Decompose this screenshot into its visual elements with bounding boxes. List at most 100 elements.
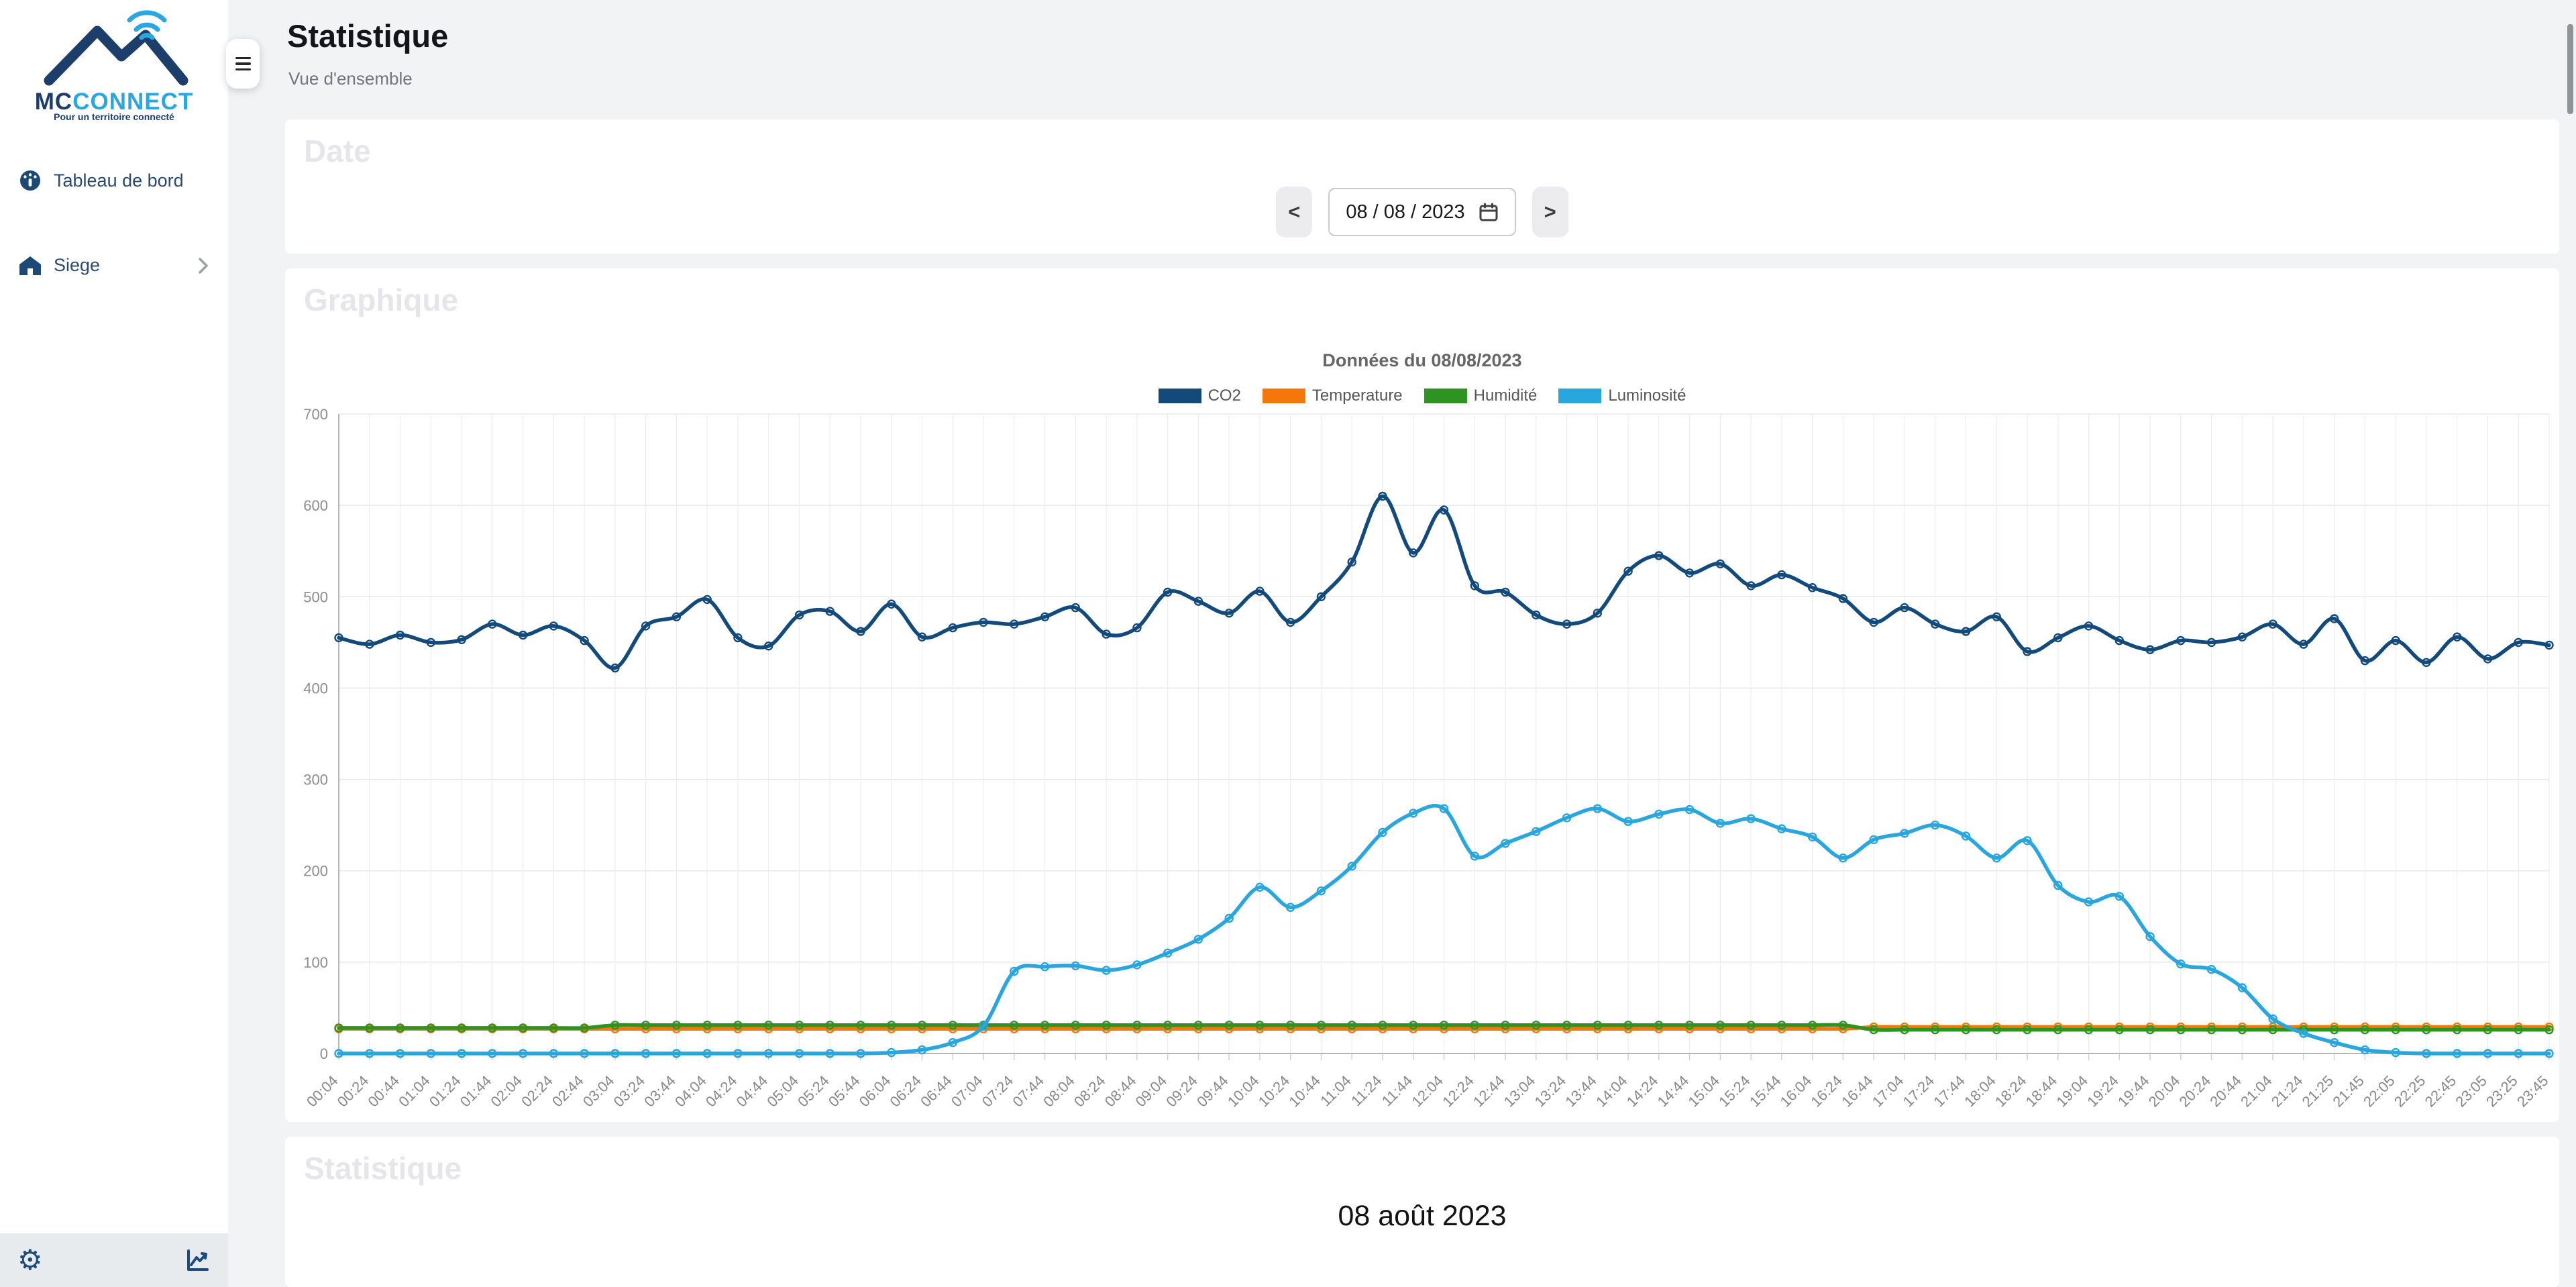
settings-gear-icon[interactable]: ⚙: [17, 1244, 43, 1276]
svg-text:19:44: 19:44: [2114, 1072, 2153, 1111]
svg-text:17:24: 17:24: [1900, 1072, 1938, 1111]
svg-text:04:04: 04:04: [672, 1072, 710, 1111]
date-controls: < 08 / 08 / 2023 >: [285, 187, 2559, 238]
svg-text:600: 600: [303, 497, 328, 514]
svg-text:13:44: 13:44: [1562, 1072, 1600, 1111]
stats-date-label: 08 août 2023: [1338, 1200, 1507, 1232]
next-day-button[interactable]: >: [1532, 187, 1568, 238]
sidebar-item-label: Siege: [54, 255, 101, 275]
svg-text:12:04: 12:04: [1408, 1072, 1446, 1111]
legend-swatch: [1558, 389, 1602, 403]
menu-toggle-button[interactable]: [226, 39, 260, 89]
svg-text:23:25: 23:25: [2483, 1072, 2521, 1111]
svg-text:00:44: 00:44: [364, 1072, 402, 1111]
sidebar-item-tableau-de-bord[interactable]: Tableau de bord: [19, 169, 213, 192]
svg-text:13:24: 13:24: [1531, 1072, 1569, 1111]
brand-tagline: Pour un territoire connecté: [54, 111, 174, 122]
svg-text:03:24: 03:24: [610, 1072, 649, 1111]
legend-item-temperature[interactable]: Temperature: [1262, 387, 1403, 405]
stats-card-heading: Statistique: [304, 1151, 462, 1186]
hamburger-icon: [235, 56, 251, 71]
svg-text:01:24: 01:24: [426, 1072, 464, 1111]
svg-text:06:24: 06:24: [886, 1072, 924, 1111]
svg-text:04:24: 04:24: [702, 1072, 741, 1111]
svg-text:21:45: 21:45: [2329, 1072, 2367, 1111]
legend-swatch: [1262, 389, 1305, 403]
svg-text:02:44: 02:44: [549, 1072, 587, 1111]
previous-day-button[interactable]: <: [1276, 187, 1313, 238]
svg-text:19:24: 19:24: [2084, 1072, 2122, 1111]
svg-text:09:24: 09:24: [1163, 1072, 1201, 1111]
scrollbar-thumb[interactable]: [2567, 24, 2573, 114]
svg-text:15:24: 15:24: [1715, 1072, 1754, 1111]
svg-text:20:04: 20:04: [2145, 1072, 2184, 1111]
legend-swatch: [1424, 389, 1467, 403]
svg-text:200: 200: [303, 863, 328, 880]
svg-text:08:44: 08:44: [1102, 1072, 1140, 1111]
svg-text:11:44: 11:44: [1379, 1072, 1415, 1109]
svg-text:06:44: 06:44: [917, 1072, 955, 1111]
legend-item-co2[interactable]: CO2: [1158, 387, 1241, 405]
chart-legend: CO2 Temperature Humidité Luminosité: [285, 387, 2559, 405]
svg-text:100: 100: [303, 954, 328, 971]
gauge-icon: [20, 170, 40, 191]
line-chart-icon[interactable]: [185, 1247, 211, 1273]
svg-text:18:24: 18:24: [1992, 1072, 2030, 1111]
svg-text:10:24: 10:24: [1255, 1072, 1293, 1111]
svg-text:500: 500: [303, 588, 328, 605]
svg-text:23:45: 23:45: [2514, 1072, 2552, 1111]
svg-text:14:24: 14:24: [1623, 1072, 1662, 1111]
svg-text:09:44: 09:44: [1193, 1072, 1232, 1111]
svg-text:16:24: 16:24: [1807, 1072, 1845, 1111]
svg-text:12:44: 12:44: [1470, 1072, 1508, 1111]
page-title: Statistique: [287, 18, 449, 54]
calendar-icon[interactable]: [1479, 202, 1499, 222]
svg-text:21:25: 21:25: [2299, 1072, 2337, 1111]
legend-swatch: [1158, 389, 1201, 403]
legend-item-humidité[interactable]: Humidité: [1424, 387, 1537, 405]
svg-text:16:04: 16:04: [1777, 1072, 1815, 1111]
svg-text:23:05: 23:05: [2452, 1072, 2490, 1111]
svg-text:12:24: 12:24: [1439, 1072, 1477, 1111]
svg-text:01:04: 01:04: [395, 1072, 433, 1111]
svg-text:15:04: 15:04: [1684, 1072, 1723, 1111]
svg-text:11:04: 11:04: [1317, 1072, 1354, 1109]
home-icon: [19, 256, 41, 275]
svg-text:04:44: 04:44: [733, 1072, 771, 1111]
svg-text:13:04: 13:04: [1501, 1072, 1539, 1111]
svg-text:00:04: 00:04: [303, 1072, 341, 1111]
date-card-heading: Date: [304, 134, 371, 168]
svg-text:00:24: 00:24: [334, 1072, 372, 1111]
svg-text:07:24: 07:24: [979, 1072, 1017, 1111]
svg-text:19:04: 19:04: [2053, 1072, 2091, 1111]
svg-text:22:45: 22:45: [2422, 1072, 2460, 1111]
legend-item-luminosité[interactable]: Luminosité: [1558, 387, 1686, 405]
svg-text:18:44: 18:44: [2023, 1072, 2061, 1111]
svg-text:17:44: 17:44: [1930, 1072, 1968, 1111]
svg-text:300: 300: [303, 772, 328, 788]
date-value: 08 / 08 / 2023: [1346, 201, 1465, 223]
sidebar-item-siege[interactable]: Siege: [19, 255, 213, 276]
svg-text:21:04: 21:04: [2237, 1072, 2275, 1111]
svg-text:01:44: 01:44: [457, 1072, 495, 1111]
svg-text:05:04: 05:04: [763, 1072, 802, 1111]
svg-text:22:05: 22:05: [2360, 1072, 2398, 1111]
svg-text:18:04: 18:04: [1961, 1072, 1999, 1111]
svg-text:06:04: 06:04: [856, 1072, 894, 1111]
date-input[interactable]: 08 / 08 / 2023: [1328, 188, 1516, 236]
svg-text:11:24: 11:24: [1348, 1072, 1385, 1109]
svg-text:400: 400: [303, 680, 328, 697]
svg-text:0: 0: [320, 1045, 328, 1062]
svg-text:10:44: 10:44: [1285, 1072, 1324, 1111]
svg-text:02:04: 02:04: [488, 1072, 526, 1111]
svg-text:21:24: 21:24: [2268, 1072, 2306, 1111]
svg-text:08:04: 08:04: [1040, 1072, 1078, 1111]
svg-text:14:44: 14:44: [1654, 1072, 1693, 1111]
svg-text:03:44: 03:44: [641, 1072, 679, 1111]
sidebar: MCCONNECT Pour un territoire connecté Ta…: [0, 0, 228, 1287]
svg-text:10:04: 10:04: [1224, 1072, 1263, 1111]
brand-name: MCCONNECT: [34, 89, 194, 115]
svg-text:09:04: 09:04: [1132, 1072, 1171, 1111]
svg-text:14:04: 14:04: [1593, 1072, 1631, 1111]
line-chart-plot[interactable]: 010020030040050060070000:0400:2400:4401:…: [285, 268, 2559, 1122]
